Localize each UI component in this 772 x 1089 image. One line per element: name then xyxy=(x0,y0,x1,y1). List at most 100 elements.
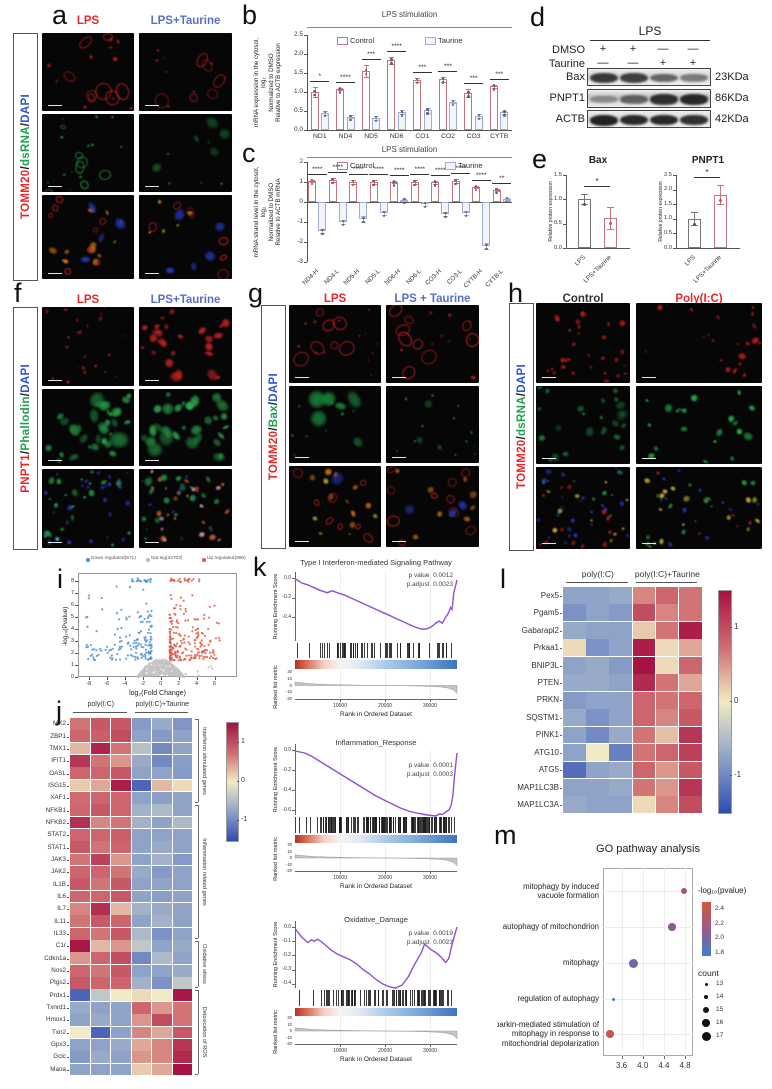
cell-blob xyxy=(90,142,96,148)
cell-blob xyxy=(735,523,740,528)
scale-bar xyxy=(145,104,159,106)
cell-blob xyxy=(180,535,185,541)
data-point xyxy=(390,58,393,61)
heatmap-cell xyxy=(655,796,679,814)
rug-tick xyxy=(340,990,342,1006)
cell-blob xyxy=(577,323,582,331)
rug-tick xyxy=(368,990,370,1006)
heatmap-row-label: IL7 xyxy=(57,905,66,913)
rug-tick xyxy=(323,990,325,1006)
heatmap-cell xyxy=(131,742,152,755)
heatmap-cell xyxy=(172,804,193,817)
cell-blob xyxy=(324,515,336,527)
gridline xyxy=(603,891,693,892)
heatmap-row-label: MAP1LC3B xyxy=(517,782,559,792)
rug-tick xyxy=(425,990,427,1006)
heatmap-cell xyxy=(586,691,609,709)
error-bar xyxy=(417,77,419,82)
column-header: LPS xyxy=(76,15,100,27)
heatmap-row-tick xyxy=(67,970,69,972)
x-tick xyxy=(178,677,180,680)
channel-label: TOMM20/Bax/DAPI xyxy=(268,373,280,480)
micro-image xyxy=(42,195,134,279)
rug-tick xyxy=(351,817,352,833)
heatmap-cell xyxy=(111,927,131,940)
data-point xyxy=(323,114,327,118)
legend-label: Taurine xyxy=(438,35,463,45)
rug-tick xyxy=(440,990,442,1006)
micro-image xyxy=(386,466,479,547)
heatmap-cell xyxy=(131,866,152,878)
y-tick-label: 1.5 xyxy=(293,69,303,76)
cell-blob xyxy=(704,534,712,542)
colorbar-tick xyxy=(730,701,732,702)
cell-blob xyxy=(189,261,198,272)
heatmap-cell xyxy=(152,989,172,1002)
rug-tick xyxy=(320,990,322,1006)
y-tick-label: -1 xyxy=(297,218,303,225)
y-tick xyxy=(673,204,676,206)
channel-label-box: PNPT1/Phallodin/DAPI xyxy=(13,307,38,550)
rug-tick xyxy=(417,817,419,833)
cell-blob xyxy=(725,366,732,374)
legend-colorbar-tick: 2.4 xyxy=(715,905,725,912)
heatmap-row-tick xyxy=(560,665,562,667)
cell-blob xyxy=(688,307,694,313)
error-cap xyxy=(363,77,369,79)
heatmap-cell xyxy=(152,915,172,928)
micro-image xyxy=(289,386,381,463)
cell-blob xyxy=(642,475,653,485)
rug-tick xyxy=(357,817,359,833)
cell-blob xyxy=(362,531,376,545)
cell-blob xyxy=(198,503,205,510)
x-category-label: CYTB xyxy=(490,133,509,140)
heatmap-cell xyxy=(90,1051,111,1063)
data-point xyxy=(464,211,468,214)
y-tick xyxy=(673,175,676,176)
rug-tick xyxy=(351,990,353,1006)
channel-label-part: DAPI xyxy=(19,364,32,393)
heatmap-row-label: SQSTM1 xyxy=(526,712,559,722)
y-tick xyxy=(304,242,307,243)
rug-tick xyxy=(441,643,443,658)
cell-blob xyxy=(611,531,618,537)
cell-blob xyxy=(82,370,89,376)
sig-line xyxy=(584,186,610,188)
channel-label-part: / xyxy=(19,450,32,455)
gene-group-label: Oxidative stress xyxy=(201,944,207,984)
y-tick xyxy=(75,581,78,583)
heatmap-cell xyxy=(172,767,193,780)
heatmap-cell xyxy=(655,621,679,639)
x-category-label: CO1 xyxy=(415,133,430,140)
y-tick xyxy=(304,73,307,74)
cell-blob xyxy=(62,172,67,177)
rug-tick xyxy=(375,990,377,1006)
cell-blob xyxy=(553,423,564,434)
panel-h-letter: h xyxy=(508,278,524,308)
heatmap-cell xyxy=(172,779,193,792)
rug-tick xyxy=(347,990,349,1006)
x-axis xyxy=(307,130,512,131)
protein-band xyxy=(620,114,648,126)
rug-tick xyxy=(410,990,412,1006)
panel-e-letter: e xyxy=(532,144,548,174)
heatmap-row-tick xyxy=(560,595,562,597)
cell-blob xyxy=(536,405,544,413)
rug-tick xyxy=(454,817,456,833)
cell-blob xyxy=(711,337,716,343)
cell-blob xyxy=(613,357,620,364)
x-category-label: ND4 xyxy=(338,133,353,140)
gsea-es-ylabel: Running Enrichment Score xyxy=(273,746,279,813)
y-axis-label: mRNA strand level in the cytosol, log₂ No… xyxy=(253,162,283,262)
blot-sign: + xyxy=(629,43,637,55)
y-axis xyxy=(307,35,308,130)
y-tick xyxy=(304,130,307,131)
cell-blob xyxy=(60,526,66,532)
ranked-metric xyxy=(294,854,458,867)
rug-tick xyxy=(431,817,432,833)
sig-stars: **** xyxy=(434,167,446,175)
scale-bar xyxy=(542,376,556,378)
x-tick-label: 10000 xyxy=(333,1048,347,1054)
cell-blob xyxy=(202,114,222,132)
rug-tick xyxy=(370,990,372,1006)
